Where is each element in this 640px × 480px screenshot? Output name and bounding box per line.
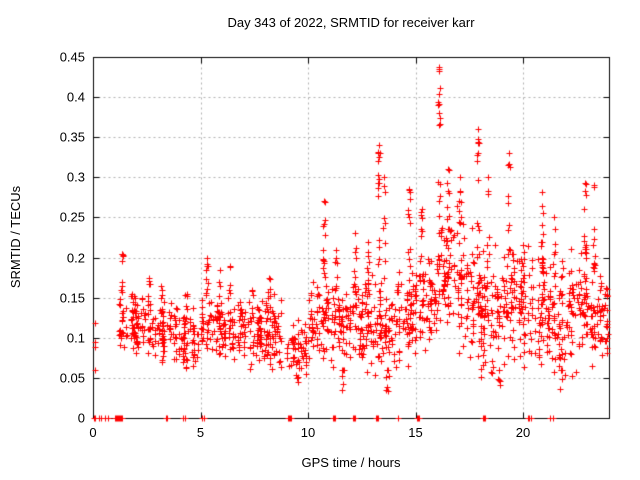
y-tick-label: 0 — [77, 410, 85, 426]
x-tick-label: 10 — [300, 425, 316, 440]
x-tick-label: 5 — [196, 425, 205, 440]
chart-title: Day 343 of 2022, SRMTID for receiver kar… — [227, 15, 475, 30]
y-axis-label: SRMTID / TECUs — [8, 185, 23, 289]
y-tick-label: 0.05 — [59, 370, 85, 386]
y-tick-label: 0.1 — [66, 330, 85, 346]
x-tick-label: 20 — [515, 425, 531, 440]
y-tick-label: 0.25 — [59, 209, 85, 225]
y-tick-label: 0.4 — [66, 89, 85, 105]
y-tick-label: 0.2 — [66, 250, 85, 266]
y-tick-label: 0.3 — [66, 169, 85, 185]
y-tick-label: 0.35 — [59, 129, 85, 145]
y-tick-label: 0.45 — [59, 49, 85, 65]
x-tick-label: 0 — [89, 425, 97, 440]
y-tick-label: 0.15 — [59, 290, 85, 306]
x-tick-label: 15 — [408, 425, 423, 440]
x-axis-label: GPS time / hours — [301, 455, 401, 470]
